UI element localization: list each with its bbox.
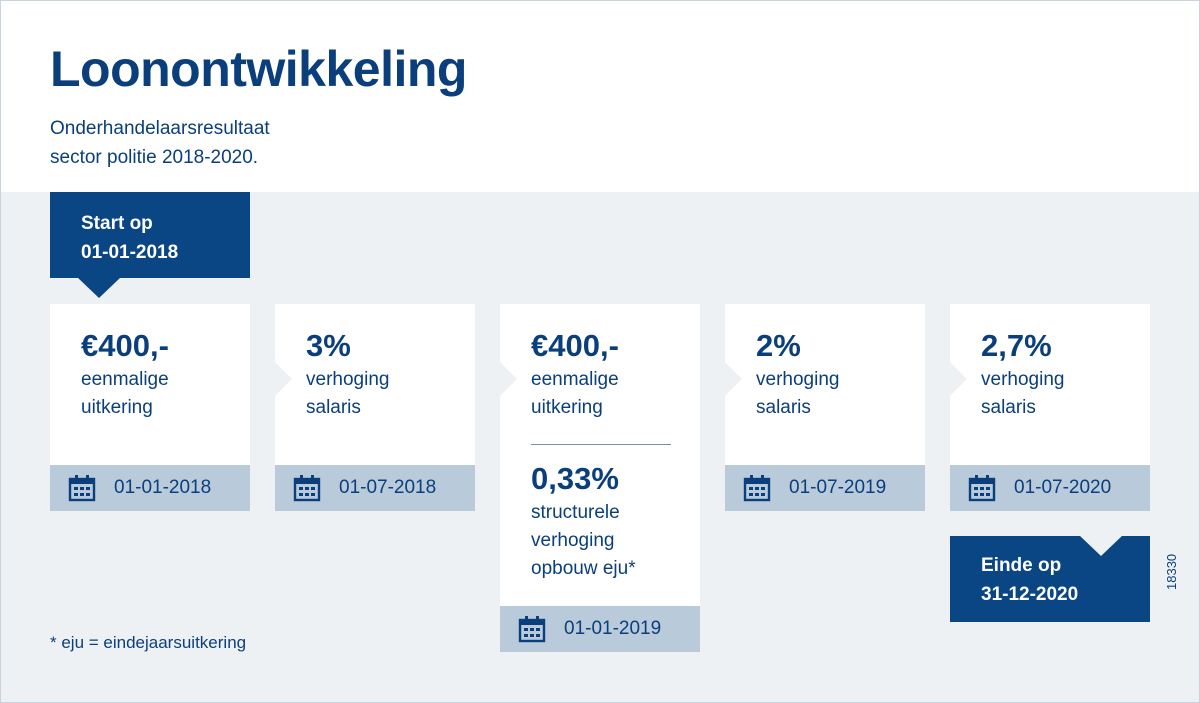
card-date: 01-07-2018: [339, 477, 437, 498]
timeline-card-4: 2% verhoging salaris 01-07-2019: [725, 304, 925, 511]
card-date: 01-07-2019: [789, 477, 887, 498]
card-desc: eenmalige uitkering: [81, 366, 250, 422]
footnote: * eju = eindejaarsuitkering: [50, 633, 247, 652]
card-value: 2,7%: [981, 328, 1052, 363]
start-label: Start op 01-01-2018: [50, 192, 250, 278]
card-value-2: 0,33%: [531, 461, 619, 496]
card-desc: verhoging salaris: [306, 366, 475, 422]
card-date: 01-01-2018: [114, 477, 212, 498]
card-desc-line: eenmalige: [81, 369, 169, 390]
card-value: 2%: [756, 328, 801, 363]
card-desc-2: structurele verhoging opbouw eju*: [531, 499, 700, 583]
subtitle: Onderhandelaarsresultaat sector politie …: [50, 114, 450, 172]
card-date-bar: 01-07-2019: [725, 465, 925, 511]
document-code: 18330: [1164, 553, 1179, 590]
card-desc-line: salaris: [756, 397, 811, 418]
card-divider: [531, 444, 671, 445]
card-desc-line: verhoging: [306, 369, 390, 390]
start-label-date: 01-01-2018: [81, 242, 179, 263]
subtitle-line-1: Onderhandelaarsresultaat: [50, 118, 270, 139]
card-desc-line: salaris: [306, 397, 361, 418]
card-value: €400,-: [81, 328, 169, 363]
card-desc: verhoging salaris: [981, 366, 1150, 422]
card-notch: [725, 362, 742, 396]
card-value: €400,-: [531, 328, 619, 363]
card-notch: [500, 362, 517, 396]
card-desc-line: verhoging: [981, 369, 1065, 390]
calendar-icon: [518, 616, 546, 643]
card-desc-line: structurele: [531, 502, 620, 523]
card-desc-line: salaris: [981, 397, 1036, 418]
card-date-bar: 01-01-2018: [50, 465, 250, 511]
timeline-card-5: 2,7% verhoging salaris 01-07-2020: [950, 304, 1150, 511]
calendar-icon: [293, 475, 321, 502]
card-desc: eenmalige uitkering: [531, 366, 700, 422]
card-value: 3%: [306, 328, 351, 363]
timeline-card-2: 3% verhoging salaris 01-07-2018: [275, 304, 475, 511]
card-desc-line: uitkering: [81, 397, 153, 418]
card-desc-line: verhoging: [756, 369, 840, 390]
card-date: 01-07-2020: [1014, 477, 1112, 498]
card-desc-line: eenmalige: [531, 369, 619, 390]
start-arrow: [77, 277, 121, 298]
end-label-date: 31-12-2020: [981, 584, 1079, 605]
card-notch: [275, 362, 292, 396]
timeline-card-3: €400,- eenmalige uitkering 0,33% structu…: [500, 304, 700, 652]
page-title: Loonontwikkeling: [50, 41, 467, 97]
card-desc-line: verhoging: [531, 530, 615, 551]
calendar-icon: [968, 475, 996, 502]
end-arrow-notch: [1079, 535, 1123, 556]
calendar-icon: [68, 475, 96, 502]
card-desc-line: uitkering: [531, 397, 603, 418]
card-desc: verhoging salaris: [756, 366, 925, 422]
card-date-bar: 01-07-2020: [950, 465, 1150, 511]
timeline-card-1: €400,- eenmalige uitkering 01-01-2018: [50, 304, 250, 511]
start-label-line-1: Start op: [81, 213, 153, 234]
card-desc-line: opbouw eju*: [531, 558, 636, 579]
card-date-bar: 01-01-2019: [500, 606, 700, 652]
card-notch: [950, 362, 967, 396]
end-label-line-1: Einde op: [981, 555, 1062, 576]
calendar-icon: [743, 475, 771, 502]
card-date: 01-01-2019: [564, 618, 662, 639]
card-date-bar: 01-07-2018: [275, 465, 475, 511]
subtitle-line-2: sector politie 2018-2020.: [50, 147, 259, 168]
